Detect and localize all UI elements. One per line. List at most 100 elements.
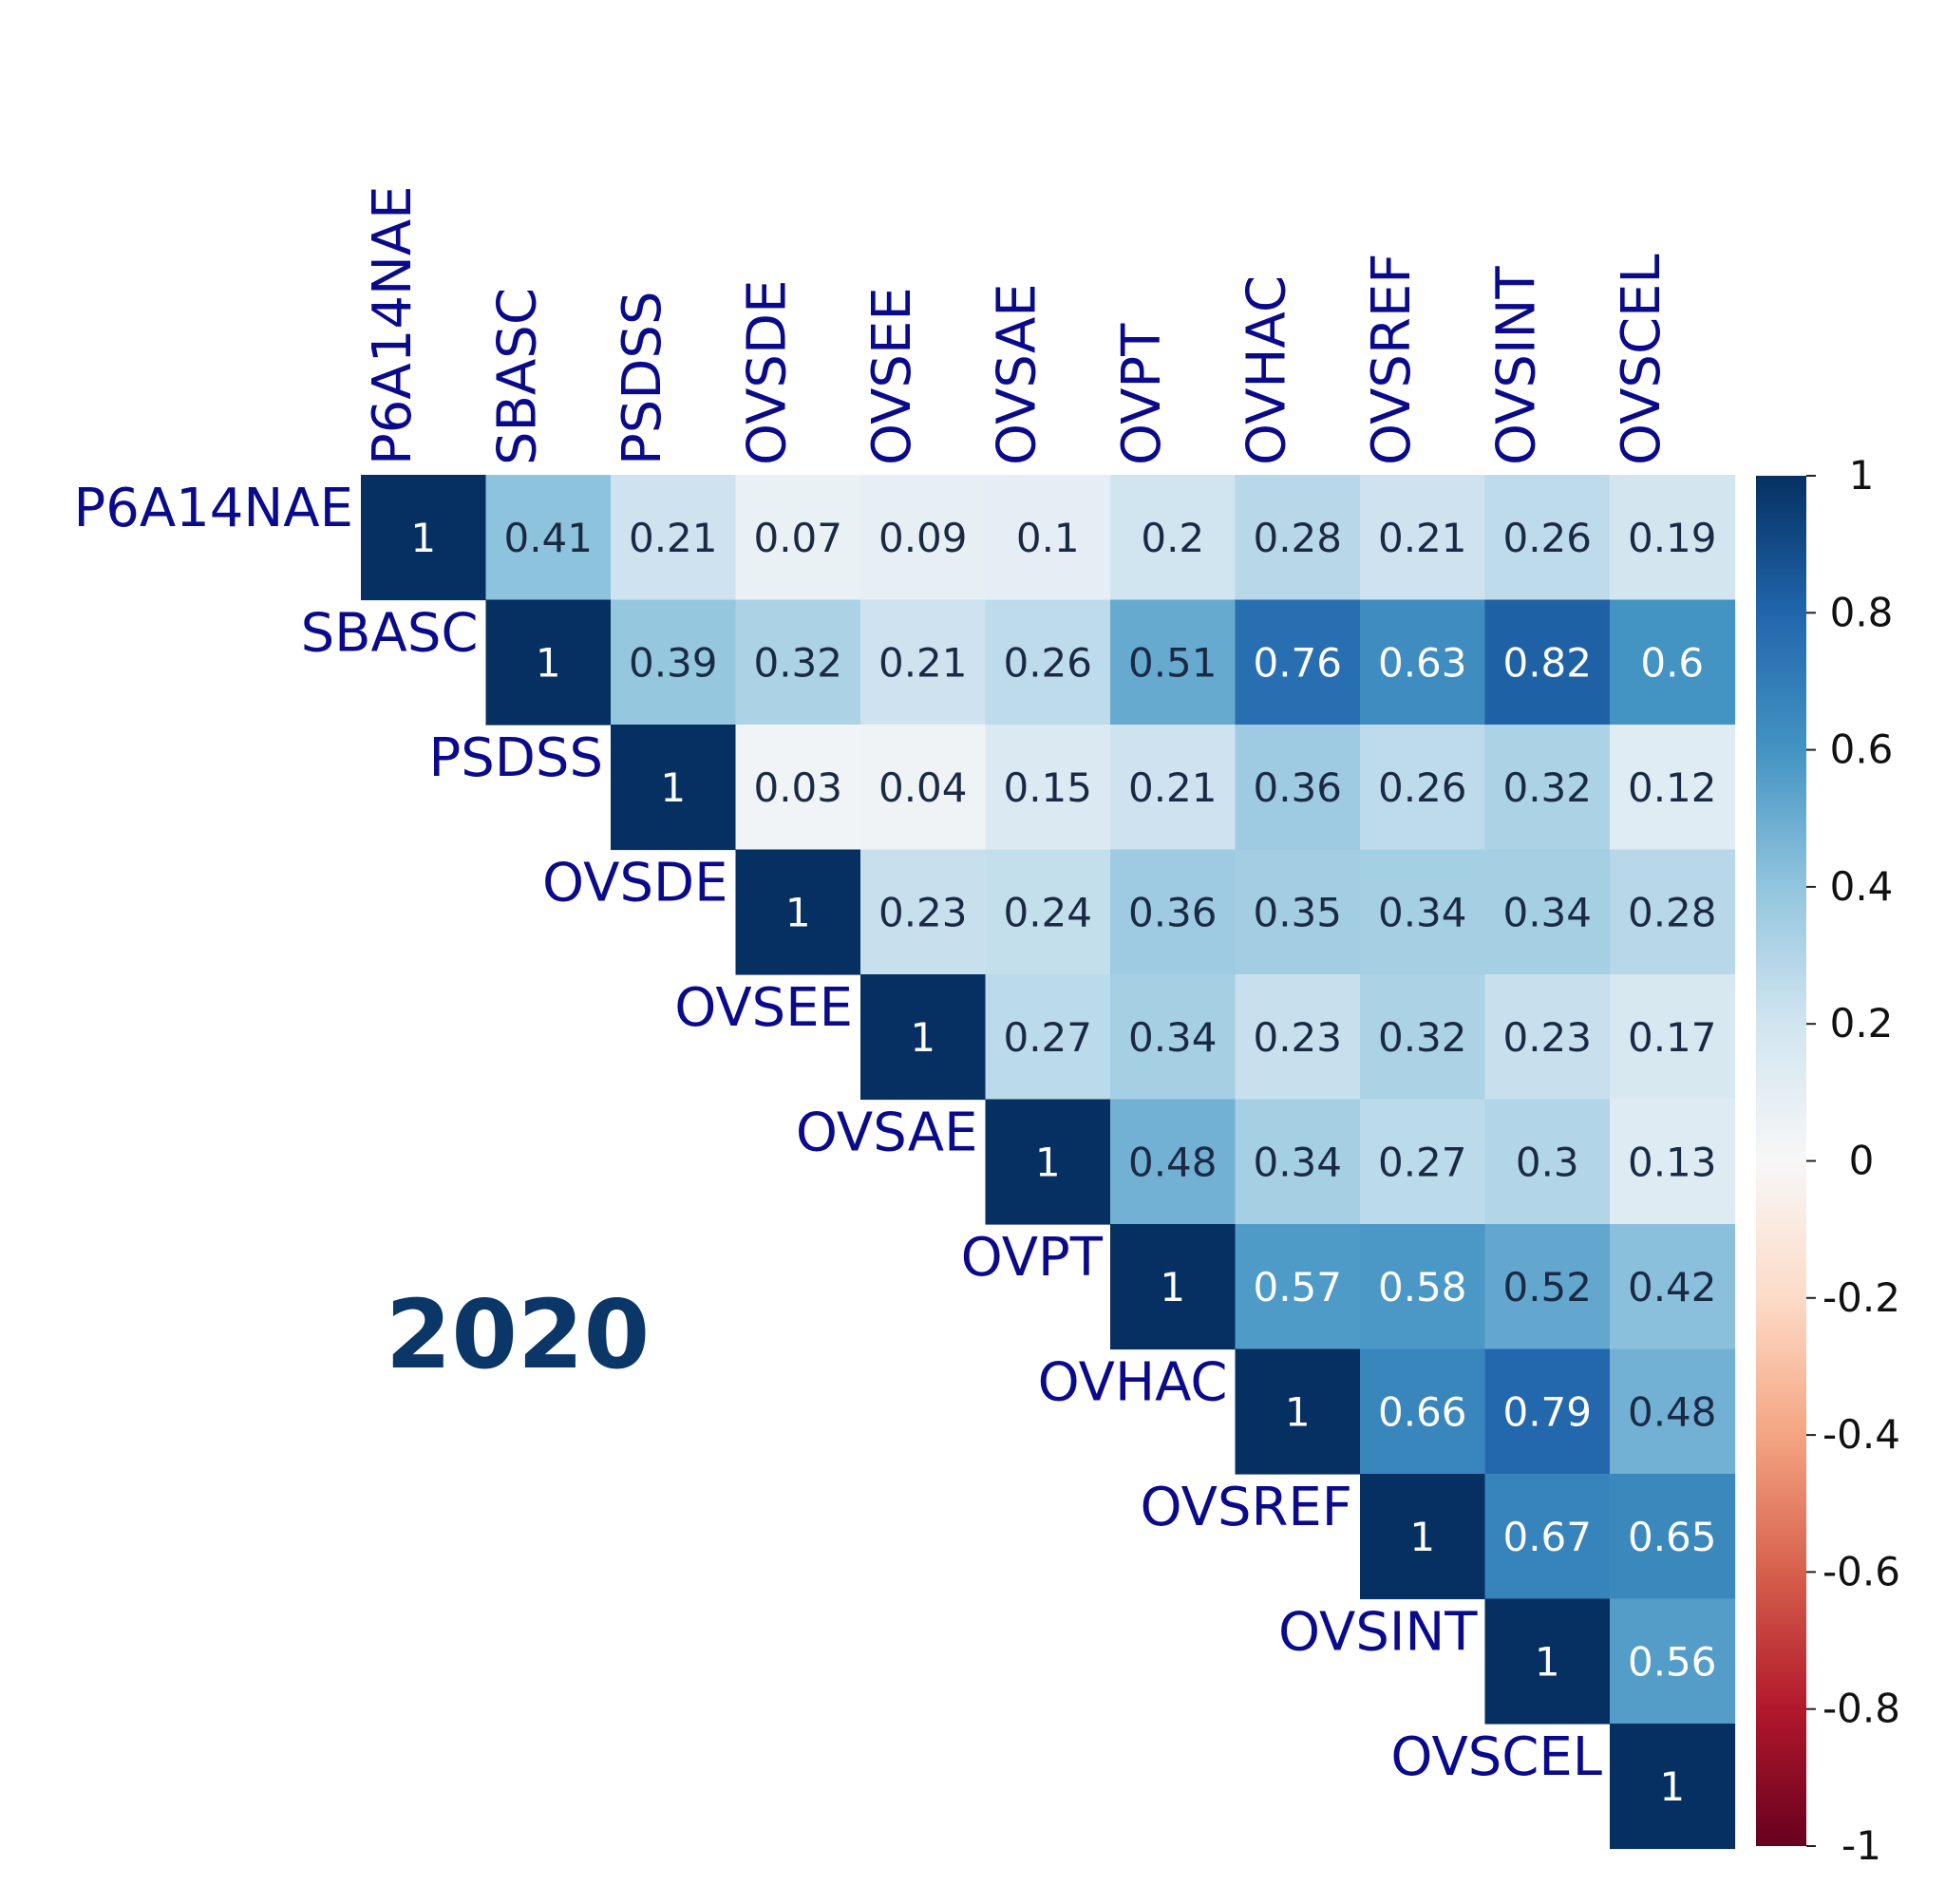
cell-value-OVSCEL-OVSCEL: 1 — [1659, 1763, 1685, 1810]
heatmap-cell-PSDSS-OVSEE — [860, 725, 987, 851]
cell-value-OVSEE-OVPT: 0.34 — [1128, 1014, 1218, 1061]
heatmap-cell-OVSREF-OVSINT — [1484, 1474, 1611, 1600]
cell-value-PSDSS-OVSINT: 0.32 — [1502, 764, 1592, 811]
cell-value-PSDSS-OVHAC: 0.36 — [1253, 764, 1342, 811]
cell-value-OVSDE-OVSDE: 1 — [785, 889, 811, 935]
cell-value-OVSDE-OVPT: 0.36 — [1128, 889, 1218, 935]
column-label-PSDSS: PSDSS — [612, 291, 673, 465]
cell-value-PSDSS-OVSAE: 0.15 — [1003, 764, 1092, 811]
row-label-OVHAC: OVHAC — [1038, 1351, 1228, 1413]
colorbar-tick-label: -0.2 — [1822, 1274, 1900, 1321]
row-label-OVSREF: OVSREF — [1141, 1477, 1352, 1538]
heatmap-cell-OVSDE-OVSCEL — [1610, 849, 1736, 975]
cell-value-PSDSS-OVSEE: 0.04 — [878, 764, 968, 811]
cell-value-OVSDE-OVSREF: 0.34 — [1378, 889, 1467, 935]
heatmap-cell-OVPT-OVHAC — [1235, 1224, 1361, 1350]
cell-value-OVSDE-OVHAC: 0.35 — [1253, 889, 1342, 935]
column-labels: P6A14NAE SBASC PSDSS OVSDE OVSEE OVSAE OVPT OVH… — [362, 185, 1672, 465]
row-label-OVSEE: OVSEE — [674, 977, 853, 1039]
column-label-OVSREF: OVSREF — [1361, 254, 1423, 465]
heatmap-cell-OVSEE-OVSCEL — [1610, 974, 1736, 1101]
colorbar-tick-label: -0.4 — [1822, 1411, 1900, 1458]
heatmap-cells — [361, 475, 1736, 1850]
column-label-OVSAE: OVSAE — [986, 283, 1048, 465]
cell-value-OVSEE-OVSCEL: 0.17 — [1628, 1014, 1717, 1061]
cell-value-SBASC-OVHAC: 0.76 — [1253, 639, 1342, 686]
heatmap-cell-OVSEE-OVPT — [1110, 974, 1237, 1101]
cell-value-OVSAE-OVSREF: 0.27 — [1378, 1139, 1467, 1185]
heatmap-cell-P6A14NAE-OVSDE — [735, 475, 861, 601]
heatmap-cell-values: 1 0.41 0.21 0.07 0.09 0.1 0.2 0.28 0.21 0.26 0.19 1… — [410, 515, 1716, 1810]
cell-value-OVSAE-OVPT: 0.48 — [1128, 1139, 1218, 1185]
colorbar-tick-label: 0.2 — [1830, 1000, 1894, 1046]
colorbar-tick-label: -0.8 — [1822, 1686, 1900, 1732]
heatmap-cell-OVSEE-OVSEE — [860, 974, 987, 1101]
heatmap-cell-PSDSS-OVSCEL — [1610, 725, 1736, 851]
heatmap-cell-P6A14NAE-OVSCEL — [1610, 475, 1736, 601]
cell-value-OVSREF-OVSREF: 1 — [1409, 1514, 1435, 1560]
cell-value-SBASC-OVSCEL: 0.6 — [1640, 639, 1704, 686]
heatmap-cell-OVSDE-OVSREF — [1360, 849, 1486, 975]
heatmap-cell-OVSEE-OVSAE — [985, 974, 1111, 1101]
heatmap-cell-SBASC-OVSREF — [1360, 599, 1486, 726]
cell-value-OVSDE-OVSAE: 0.24 — [1003, 889, 1092, 935]
cell-value-OVSINT-OVSCEL: 0.56 — [1628, 1638, 1717, 1685]
heatmap-cell-OVPT-OVSREF — [1360, 1224, 1486, 1350]
heatmap-cell-OVSDE-OVSAE — [985, 849, 1111, 975]
colorbar-tick-label: 0 — [1849, 1138, 1875, 1184]
column-label-OVSEE: OVSEE — [861, 287, 923, 465]
heatmap-cell-OVSINT-OVSCEL — [1610, 1598, 1736, 1725]
colorbar-tick-label: -1 — [1841, 1822, 1881, 1869]
heatmap-cell-P6A14NAE-OVHAC — [1235, 475, 1361, 601]
cell-value-P6A14NAE-PSDSS: 0.21 — [629, 515, 718, 561]
cell-value-OVSAE-OVSINT: 0.3 — [1516, 1139, 1579, 1185]
cell-value-OVSAE-OVHAC: 0.34 — [1253, 1139, 1342, 1185]
colorbar-tick-label: 0.8 — [1830, 589, 1894, 635]
cell-value-SBASC-OVSREF: 0.63 — [1378, 639, 1467, 686]
heatmap-cell-OVPT-OVSINT — [1484, 1224, 1611, 1350]
cell-value-P6A14NAE-OVSCEL: 0.19 — [1628, 515, 1717, 561]
heatmap-cell-SBASC-OVSINT — [1484, 599, 1611, 726]
cell-value-OVPT-OVSCEL: 0.42 — [1628, 1264, 1717, 1310]
row-label-P6A14NAE: P6A14NAE — [73, 478, 353, 539]
column-label-OVPT: OVPT — [1111, 323, 1173, 465]
heatmap-cell-SBASC-OVSAE — [985, 599, 1111, 726]
cell-value-SBASC-OVSDE: 0.32 — [753, 639, 842, 686]
colorbar: 1 0.8 0.6 0.4 0.2 0 -0.2 -0.4 -0.6 -0.8 -1 — [1756, 452, 1900, 1869]
cell-value-OVPT-OVSINT: 0.52 — [1502, 1264, 1592, 1310]
column-label-SBASC: SBASC — [486, 288, 548, 465]
heatmap-cell-PSDSS-OVSINT — [1484, 725, 1611, 851]
cell-value-P6A14NAE-OVSREF: 0.21 — [1378, 515, 1467, 561]
heatmap-cell-PSDSS-OVPT — [1110, 725, 1237, 851]
cell-value-OVSEE-OVSINT: 0.23 — [1502, 1014, 1592, 1061]
colorbar-tick-label: 1 — [1849, 452, 1875, 499]
heatmap-cell-OVSDE-OVSEE — [860, 849, 987, 975]
heatmap-cell-OVPT-OVSCEL — [1610, 1224, 1736, 1350]
cell-value-OVHAC-OVSCEL: 0.48 — [1628, 1388, 1717, 1435]
heatmap-cell-OVSEE-OVHAC — [1235, 974, 1361, 1101]
cell-value-P6A14NAE-OVHAC: 0.28 — [1253, 515, 1342, 561]
cell-value-OVSEE-OVSAE: 0.27 — [1003, 1014, 1092, 1061]
heatmap-cell-OVSEE-OVSREF — [1360, 974, 1486, 1101]
heatmap-cell-P6A14NAE-P6A14NAE — [361, 475, 487, 601]
heatmap-cell-P6A14NAE-OVSEE — [860, 475, 987, 601]
column-label-P6A14NAE: P6A14NAE — [362, 185, 424, 465]
heatmap-cell-OVSREF-OVSREF — [1360, 1474, 1486, 1600]
cell-value-OVHAC-OVSINT: 0.79 — [1502, 1388, 1592, 1435]
heatmap-cell-OVHAC-OVSREF — [1360, 1348, 1486, 1475]
heatmap-cell-OVSAE-OVHAC — [1235, 1099, 1361, 1225]
cell-value-P6A14NAE-OVSAE: 0.1 — [1016, 515, 1080, 561]
heatmap-cell-SBASC-OVSCEL — [1610, 599, 1736, 726]
colorbar-tick-label: 0.4 — [1830, 863, 1894, 910]
cell-value-P6A14NAE-SBASC: 0.41 — [503, 515, 593, 561]
heatmap-cell-OVSDE-OVPT — [1110, 849, 1237, 975]
heatmap-cell-OVHAC-OVHAC — [1235, 1348, 1361, 1475]
heatmap-cell-SBASC-OVPT — [1110, 599, 1237, 726]
cell-value-OVSEE-OVSEE: 1 — [910, 1014, 935, 1061]
cell-value-SBASC-OVPT: 0.51 — [1128, 639, 1218, 686]
heatmap-cell-PSDSS-OVHAC — [1235, 725, 1361, 851]
cell-value-OVSEE-OVSREF: 0.32 — [1378, 1014, 1467, 1061]
heatmap-cell-P6A14NAE-OVSREF — [1360, 475, 1486, 601]
